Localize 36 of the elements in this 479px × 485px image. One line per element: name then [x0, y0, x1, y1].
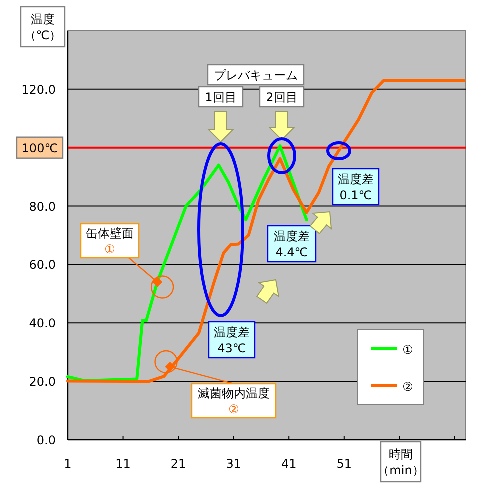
- annotation: 2回目: [259, 86, 305, 108]
- annotation: 1回目: [198, 86, 244, 108]
- annotation: 温度差43℃: [214, 326, 250, 356]
- annotation: 滅菌物内温度②: [191, 383, 277, 419]
- ylabel: 温度（℃）: [20, 6, 66, 48]
- legend-label: ②: [402, 380, 414, 394]
- x-axis-title: 時間（min）: [378, 448, 424, 478]
- annotation: 温度差4.4℃: [267, 225, 317, 263]
- legend-label: ①: [402, 343, 414, 357]
- ref-line-label: 100℃: [22, 141, 58, 156]
- xlabel: 時間（min）: [378, 441, 424, 483]
- y-axis-title: 温度（℃）: [24, 12, 62, 42]
- y-tick-label: 40.0: [29, 316, 56, 331]
- annotation: プレバキューム: [207, 64, 305, 86]
- annotation: 1回目: [205, 90, 237, 104]
- y-tick-label: 0.0: [36, 434, 56, 448]
- y-tick-label: 60.0: [29, 258, 56, 272]
- x-tick-label: 31: [226, 457, 242, 471]
- y-tick-label: 20.0: [29, 375, 56, 390]
- annotation: プレバキューム: [214, 68, 298, 82]
- annotation: 滅菌物内温度②: [198, 386, 270, 416]
- annotation: 2回目: [266, 90, 298, 104]
- annotation: 缶体壁面①: [86, 226, 134, 256]
- ref-label: 100℃: [16, 136, 64, 159]
- annotation: 温度差0.1℃: [332, 168, 380, 206]
- y-tick-label: 80.0: [29, 200, 56, 214]
- x-tick-label: 41: [281, 457, 297, 471]
- x-tick-label: 21: [170, 457, 186, 471]
- x-tick-label: 1: [64, 457, 72, 471]
- annotation: 温度差43℃: [208, 321, 256, 359]
- x-tick-label: 51: [336, 457, 352, 471]
- annotation: 温度差4.4℃: [274, 230, 310, 260]
- annotation: 温度差0.1℃: [338, 172, 374, 202]
- y-tick-label: 120.0: [22, 82, 56, 97]
- x-tick-label: 11: [116, 457, 131, 471]
- annotation: 缶体壁面①: [80, 223, 140, 259]
